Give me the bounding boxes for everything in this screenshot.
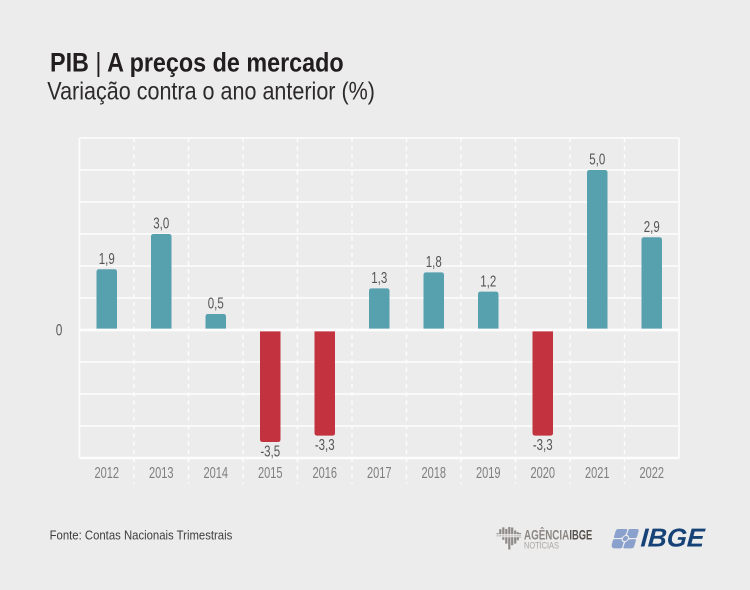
- svg-text:-3,3: -3,3: [533, 435, 553, 453]
- svg-text:1,2: 1,2: [480, 271, 496, 289]
- svg-text:2022: 2022: [639, 464, 664, 481]
- svg-text:1,9: 1,9: [99, 249, 115, 267]
- svg-text:2012: 2012: [94, 464, 119, 481]
- svg-text:2020: 2020: [530, 464, 555, 481]
- svg-text:Variação contra o ano anterior: Variação contra o ano anterior (%): [47, 77, 375, 105]
- svg-text:0,5: 0,5: [208, 294, 224, 312]
- svg-text:2017: 2017: [367, 464, 392, 481]
- svg-text:0: 0: [56, 322, 63, 340]
- svg-text:2018: 2018: [421, 464, 446, 481]
- svg-text:3,0: 3,0: [153, 214, 169, 232]
- svg-text:Fonte: Contas Nacionais Trimes: Fonte: Contas Nacionais Trimestrais: [50, 528, 233, 543]
- svg-text:5,0: 5,0: [589, 150, 605, 168]
- svg-text:2,9: 2,9: [644, 217, 660, 235]
- svg-text:NOTÍCIAS: NOTÍCIAS: [524, 539, 559, 550]
- svg-text:2014: 2014: [203, 464, 228, 481]
- svg-text:1,3: 1,3: [371, 268, 387, 286]
- svg-text:2013: 2013: [149, 464, 174, 481]
- svg-text:1,8: 1,8: [426, 252, 442, 270]
- svg-text:2019: 2019: [476, 464, 501, 481]
- svg-text:IBGE: IBGE: [569, 527, 592, 543]
- svg-text:-3,3: -3,3: [315, 435, 335, 453]
- svg-text:-3,5: -3,5: [260, 441, 280, 459]
- svg-text:AGÊNCIA: AGÊNCIA: [524, 526, 569, 543]
- svg-text:2021: 2021: [585, 464, 610, 481]
- svg-text:PIB | A preços de mercado: PIB | A preços de mercado: [50, 48, 344, 78]
- svg-text:IBGE: IBGE: [640, 523, 706, 553]
- svg-text:2016: 2016: [312, 464, 337, 481]
- svg-text:2015: 2015: [258, 464, 283, 481]
